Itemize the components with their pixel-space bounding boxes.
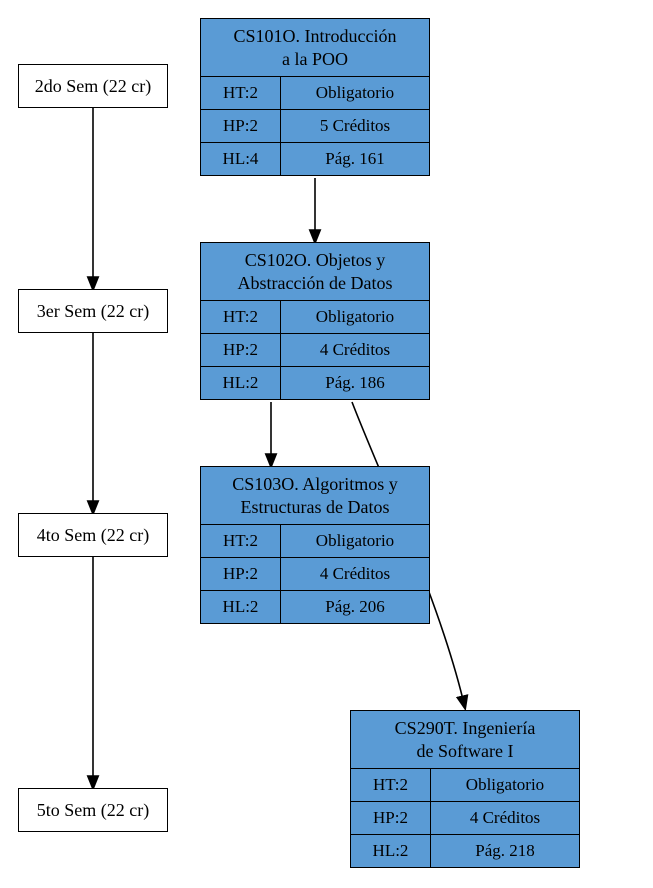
cs290-credits: 4 Créditos	[431, 801, 579, 834]
cs102-hp: HP:2	[201, 333, 281, 366]
cs290-ht: HT:2	[351, 769, 431, 801]
cs102-oblig: Obligatorio	[281, 301, 429, 333]
course-cs103-title: CS103O. Algoritmos y Estructuras de Dato…	[201, 467, 429, 525]
course-cs101-title-line2: a la POO	[282, 49, 348, 69]
course-cs290-title-line2: de Software I	[417, 741, 514, 761]
cs102-page: Pág. 186	[281, 366, 429, 399]
semester-5-box: 5to Sem (22 cr)	[18, 788, 168, 832]
course-cs290-title: CS290T. Ingeniería de Software I	[351, 711, 579, 769]
cs101-hp: HP:2	[201, 109, 281, 142]
course-cs103: CS103O. Algoritmos y Estructuras de Dato…	[200, 466, 430, 624]
cs101-credits: 5 Créditos	[281, 109, 429, 142]
cs101-page: Pág. 161	[281, 142, 429, 175]
cs103-hp: HP:2	[201, 557, 281, 590]
course-cs103-title-line1: CS103O. Algoritmos y	[232, 474, 398, 494]
cs103-page: Pág. 206	[281, 590, 429, 623]
course-cs101: CS101O. Introducción a la POO HT:2 Oblig…	[200, 18, 430, 176]
course-cs290-title-line1: CS290T. Ingeniería	[395, 718, 536, 738]
course-cs103-title-line2: Estructuras de Datos	[241, 497, 390, 517]
cs103-hl: HL:2	[201, 590, 281, 623]
cs103-credits: 4 Créditos	[281, 557, 429, 590]
cs290-oblig: Obligatorio	[431, 769, 579, 801]
semester-4-label: 4to Sem (22 cr)	[37, 525, 149, 546]
cs102-credits: 4 Créditos	[281, 333, 429, 366]
cs103-ht: HT:2	[201, 525, 281, 557]
course-cs290: CS290T. Ingeniería de Software I HT:2 Ob…	[350, 710, 580, 868]
cs101-ht: HT:2	[201, 77, 281, 109]
course-cs290-rows: HT:2 Obligatorio HP:2 4 Créditos HL:2 Pá…	[351, 769, 579, 867]
course-cs103-rows: HT:2 Obligatorio HP:2 4 Créditos HL:2 Pá…	[201, 525, 429, 623]
cs102-hl: HL:2	[201, 366, 281, 399]
course-cs101-title-line1: CS101O. Introducción	[234, 26, 397, 46]
semester-5-label: 5to Sem (22 cr)	[37, 800, 149, 821]
cs101-oblig: Obligatorio	[281, 77, 429, 109]
course-cs102-title: CS102O. Objetos y Abstracción de Datos	[201, 243, 429, 301]
cs290-page: Pág. 218	[431, 834, 579, 867]
course-cs101-title: CS101O. Introducción a la POO	[201, 19, 429, 77]
cs101-hl: HL:4	[201, 142, 281, 175]
course-cs102: CS102O. Objetos y Abstracción de Datos H…	[200, 242, 430, 400]
semester-3-label: 3er Sem (22 cr)	[37, 301, 149, 322]
semester-2-label: 2do Sem (22 cr)	[35, 76, 151, 97]
course-cs102-rows: HT:2 Obligatorio HP:2 4 Créditos HL:2 Pá…	[201, 301, 429, 399]
course-cs101-rows: HT:2 Obligatorio HP:2 5 Créditos HL:4 Pá…	[201, 77, 429, 175]
semester-2-box: 2do Sem (22 cr)	[18, 64, 168, 108]
cs290-hl: HL:2	[351, 834, 431, 867]
semester-3-box: 3er Sem (22 cr)	[18, 289, 168, 333]
cs102-ht: HT:2	[201, 301, 281, 333]
cs290-hp: HP:2	[351, 801, 431, 834]
cs103-oblig: Obligatorio	[281, 525, 429, 557]
course-cs102-title-line2: Abstracción de Datos	[238, 273, 393, 293]
semester-4-box: 4to Sem (22 cr)	[18, 513, 168, 557]
course-cs102-title-line1: CS102O. Objetos y	[245, 250, 386, 270]
